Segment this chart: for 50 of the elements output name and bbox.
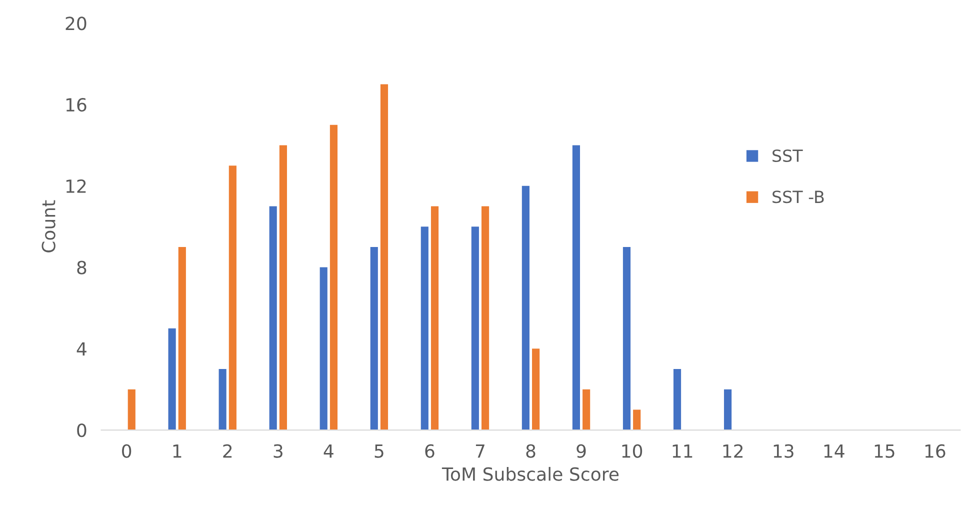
x-tick-label: 15	[874, 444, 894, 458]
x-tick-label: 12	[723, 444, 743, 458]
bar	[532, 348, 540, 430]
x-tick-label: 9	[576, 444, 586, 458]
bar	[420, 226, 428, 430]
y-tick-label: 20	[66, 16, 86, 30]
bar	[622, 246, 631, 430]
x-tick-label: 6	[425, 444, 434, 458]
y-tick-label: 12	[66, 179, 86, 193]
x-tick-label: 7	[476, 444, 484, 458]
y-tick-label: 16	[66, 98, 86, 112]
bar	[522, 186, 530, 430]
bar	[279, 145, 287, 430]
bar	[673, 369, 682, 430]
bar	[370, 246, 378, 430]
x-axis-title: ToM Subscale Score	[442, 466, 619, 481]
x-tick-label: 3	[274, 444, 282, 458]
bar	[128, 389, 136, 430]
x-tick-label: 14	[824, 444, 844, 458]
legend-label: SST	[772, 149, 803, 162]
x-tick-label: 11	[672, 444, 692, 458]
bar	[320, 267, 328, 430]
x-tick-label: 13	[774, 444, 794, 458]
bar	[481, 206, 490, 430]
bar	[178, 246, 186, 430]
y-tick-label: 8	[77, 260, 86, 274]
bar	[218, 369, 226, 430]
x-tick-label: 16	[925, 444, 946, 458]
bar	[168, 328, 176, 430]
y-tick-label: 0	[77, 423, 86, 438]
bar	[380, 84, 388, 430]
bar	[330, 124, 338, 430]
bar	[582, 389, 590, 430]
x-tick-label: 8	[526, 444, 536, 458]
x-tick-label: 5	[374, 444, 384, 458]
bar	[471, 226, 479, 430]
y-axis-title: Count	[42, 200, 56, 252]
legend-label: SST -B	[772, 190, 824, 204]
bar	[228, 166, 236, 430]
y-tick-label: 4	[76, 342, 86, 356]
bar	[572, 145, 580, 430]
x-tick-label: 1	[173, 444, 182, 458]
bar	[269, 206, 277, 430]
x-tick-label: 4	[324, 444, 334, 458]
x-tick-label: 0	[122, 444, 132, 458]
bar	[430, 206, 439, 430]
bar	[724, 389, 732, 430]
x-tick-label: 10	[622, 444, 642, 458]
bar	[633, 410, 641, 430]
x-tick-label: 2	[223, 444, 232, 458]
